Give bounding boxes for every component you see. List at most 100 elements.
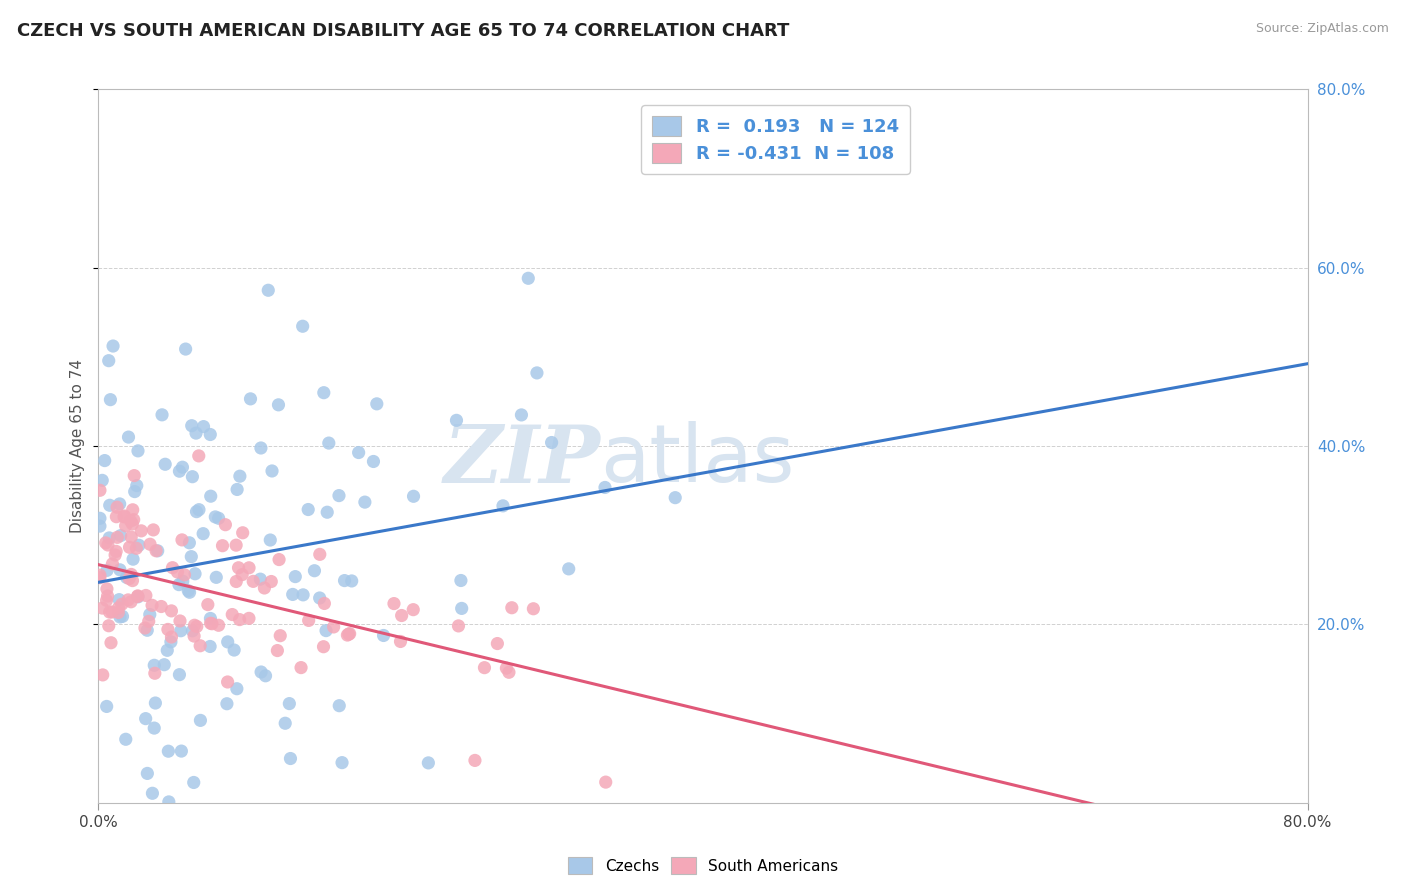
Point	[447, 619, 470, 633]
Point	[143, 658, 166, 673]
Point	[215, 697, 238, 711]
Point	[183, 775, 205, 789]
Point	[150, 599, 173, 614]
Point	[125, 478, 148, 492]
Point	[522, 601, 544, 615]
Point	[120, 595, 142, 609]
Point	[118, 541, 141, 555]
Point	[108, 592, 131, 607]
Point	[143, 721, 166, 735]
Point	[312, 640, 335, 654]
Point	[122, 552, 145, 566]
Point	[316, 505, 339, 519]
Point	[172, 574, 194, 589]
Point	[225, 574, 247, 589]
Point	[170, 744, 193, 758]
Point	[181, 469, 204, 483]
Point	[328, 489, 350, 503]
Point	[281, 587, 304, 601]
Point	[125, 541, 148, 556]
Point	[510, 408, 533, 422]
Point	[180, 549, 202, 564]
Point	[89, 571, 111, 585]
Point	[98, 498, 121, 512]
Point	[200, 611, 222, 625]
Point	[217, 635, 239, 649]
Point	[121, 503, 143, 517]
Point	[492, 499, 515, 513]
Y-axis label: Disability Age 65 to 74: Disability Age 65 to 74	[70, 359, 86, 533]
Point	[232, 525, 254, 540]
Point	[446, 413, 468, 427]
Point	[104, 548, 127, 562]
Point	[292, 588, 315, 602]
Point	[169, 667, 191, 681]
Legend: R =  0.193   N = 124, R = -0.431  N = 108: R = 0.193 N = 124, R = -0.431 N = 108	[641, 105, 910, 174]
Point	[111, 609, 134, 624]
Point	[153, 457, 176, 471]
Point	[114, 732, 136, 747]
Point	[180, 418, 202, 433]
Point	[91, 601, 114, 615]
Point	[197, 598, 219, 612]
Point	[250, 441, 273, 455]
Point	[205, 570, 228, 584]
Point	[143, 666, 166, 681]
Point	[170, 624, 193, 638]
Point	[229, 469, 252, 483]
Point	[115, 570, 138, 584]
Point	[93, 453, 115, 467]
Point	[100, 392, 122, 407]
Point	[498, 665, 520, 680]
Point	[96, 563, 118, 577]
Point	[337, 627, 360, 641]
Point	[238, 611, 260, 625]
Point	[486, 636, 509, 650]
Point	[91, 474, 114, 488]
Point	[97, 538, 120, 552]
Point	[225, 681, 247, 696]
Point	[135, 589, 157, 603]
Point	[250, 665, 273, 679]
Point	[89, 483, 111, 498]
Legend: Czechs, South Americans: Czechs, South Americans	[562, 851, 844, 880]
Point	[141, 599, 163, 613]
Point	[204, 510, 226, 524]
Point	[114, 519, 136, 533]
Point	[526, 366, 548, 380]
Point	[339, 626, 361, 640]
Point	[120, 530, 142, 544]
Point	[193, 419, 215, 434]
Point	[127, 589, 149, 603]
Point	[100, 636, 122, 650]
Point	[145, 696, 167, 710]
Point	[540, 435, 562, 450]
Point	[278, 697, 301, 711]
Point	[157, 744, 180, 758]
Point	[450, 574, 472, 588]
Point	[169, 614, 191, 628]
Point	[260, 464, 283, 478]
Point	[257, 283, 280, 297]
Point	[239, 392, 262, 406]
Point	[221, 607, 243, 622]
Point	[114, 508, 136, 523]
Point	[181, 624, 204, 638]
Point	[214, 517, 236, 532]
Point	[127, 590, 149, 604]
Point	[207, 618, 229, 632]
Point	[160, 635, 183, 649]
Point	[108, 497, 131, 511]
Point	[228, 613, 250, 627]
Point	[89, 519, 111, 533]
Point	[188, 502, 211, 516]
Point	[450, 601, 472, 615]
Point	[207, 511, 229, 525]
Point	[141, 786, 163, 800]
Point	[291, 319, 314, 334]
Point	[253, 581, 276, 595]
Point	[495, 661, 517, 675]
Point	[170, 533, 193, 547]
Point	[117, 430, 139, 444]
Point	[517, 271, 540, 285]
